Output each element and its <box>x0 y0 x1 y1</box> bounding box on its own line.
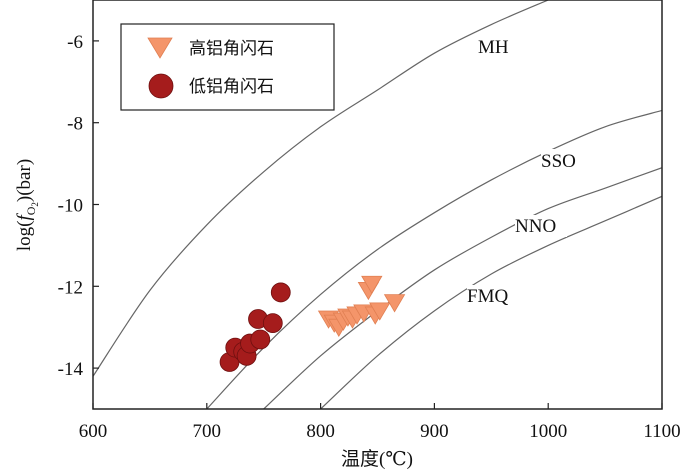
buffer-curve-mh <box>93 0 549 377</box>
axis-ticks: 600 700 800 900 1000 1100 -14 -12 -10 -8 -6 <box>58 32 681 442</box>
x-tick-label: 700 <box>193 421 222 442</box>
legend-triangle-icon <box>147 37 173 59</box>
legend-box <box>120 23 335 111</box>
curve-label-sso-text: SSO <box>541 151 576 172</box>
y-tick-label: -8 <box>67 114 83 135</box>
y-axis-label: log(fO2)(bar) <box>14 159 40 251</box>
legend-circle-icon <box>148 73 174 99</box>
y-tick-label: -14 <box>58 359 84 380</box>
low-al-amphibole-point <box>262 313 283 334</box>
x-tick-label: 900 <box>420 421 449 442</box>
x-axis-label: 温度(℃) <box>341 448 413 470</box>
legend-label-high-al: 高铝角闪石 <box>189 39 274 59</box>
y-axis-label-o: O <box>24 206 38 215</box>
curve-label-nno: NNO <box>515 215 567 237</box>
curve-label-fmq-text: FMQ <box>467 286 508 307</box>
x-axis-label-prefix: 温度( <box>341 448 385 470</box>
low-al-amphibole-point <box>250 329 271 350</box>
data-points <box>219 275 406 372</box>
buffer-curves <box>93 0 662 409</box>
curve-label-nno-text: NNO <box>515 216 556 237</box>
curve-label-sso: SSO <box>541 149 589 172</box>
curve-label-mh-text: MH <box>478 37 509 58</box>
buffer-curve-nno <box>263 167 662 409</box>
x-tick-label: 800 <box>306 421 335 442</box>
y-tick-label: -6 <box>67 32 83 53</box>
legend: 高铝角闪石 低铝角闪石 <box>120 23 335 111</box>
y-axis-label-suffix: )(bar) <box>14 159 35 202</box>
x-axis-label-suffix: ) <box>407 449 413 470</box>
x-axis-label-unit: ℃ <box>385 449 406 470</box>
x-tick-label: 1100 <box>643 421 680 442</box>
low-al-amphibole-point <box>270 282 291 303</box>
y-axis-label-prefix: log( <box>14 221 35 252</box>
x-tick-label: 600 <box>79 421 108 442</box>
y-axis-label-f: f <box>14 213 35 221</box>
x-tick-label: 1000 <box>529 421 567 442</box>
buffer-curve-sso <box>206 109 662 409</box>
legend-label-low-al: 低铝角闪石 <box>189 77 274 97</box>
high-al-amphibole-point <box>361 275 383 295</box>
high-al-amphibole-point <box>369 302 391 321</box>
y-axis-label-2: 2 <box>30 202 40 207</box>
y-tick-label: -10 <box>58 196 83 217</box>
curve-label-fmq: FMQ <box>467 285 521 307</box>
curve-label-mh: MH <box>478 34 516 58</box>
high-al-amphibole-point <box>383 294 406 313</box>
y-tick-label: -12 <box>58 277 83 298</box>
buffer-curve-fmq <box>320 195 662 409</box>
